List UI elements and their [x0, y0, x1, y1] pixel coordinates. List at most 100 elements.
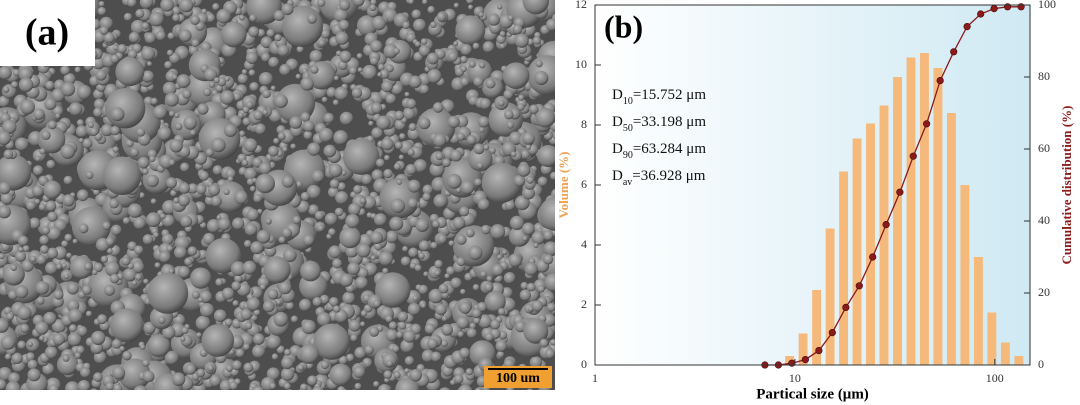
particle	[212, 3, 220, 11]
particle	[514, 195, 530, 211]
particle	[262, 109, 269, 116]
particle	[47, 211, 58, 222]
particle	[182, 89, 192, 99]
cumulative-point	[923, 120, 931, 128]
particle	[369, 56, 379, 66]
particle	[478, 314, 493, 329]
annotation-symbol: D	[612, 168, 623, 184]
particle	[324, 212, 338, 226]
particle	[403, 330, 416, 343]
particle	[348, 319, 361, 332]
cumulative-point	[1017, 3, 1025, 11]
particle	[460, 180, 475, 195]
particle	[531, 230, 546, 245]
particle	[317, 0, 326, 7]
particle	[91, 269, 98, 275]
particle	[334, 309, 348, 323]
particle	[225, 168, 236, 179]
particle	[72, 238, 78, 244]
particle	[95, 69, 107, 81]
particle	[109, 198, 119, 209]
particle	[104, 261, 120, 277]
particle	[459, 55, 468, 64]
particle	[380, 137, 394, 151]
particle	[459, 301, 472, 314]
particle	[62, 354, 70, 362]
particle	[149, 11, 164, 27]
particle	[339, 0, 351, 11]
particle	[134, 273, 142, 281]
particle	[407, 302, 421, 316]
particle	[45, 261, 58, 275]
particle	[52, 332, 65, 346]
particle	[498, 330, 508, 340]
particle	[55, 113, 61, 119]
particle	[2, 263, 25, 286]
particle	[11, 81, 19, 89]
particle	[74, 66, 81, 73]
particle	[248, 26, 260, 38]
particle	[444, 273, 450, 279]
particle	[383, 154, 390, 161]
particle	[150, 198, 157, 205]
particle	[33, 108, 45, 120]
particle	[216, 214, 222, 220]
particle	[504, 109, 514, 120]
particle	[432, 220, 440, 228]
particle	[469, 322, 476, 330]
particle	[447, 115, 460, 128]
particle	[273, 94, 288, 109]
particle	[149, 388, 155, 390]
particle	[144, 32, 156, 44]
y2-tick-label: 80	[1038, 69, 1050, 83]
y2-axis-title: Cumulative distribution (%)	[1059, 106, 1074, 265]
bar	[866, 123, 875, 365]
particle	[244, 223, 258, 236]
particle	[179, 29, 192, 42]
particle	[290, 143, 297, 150]
particle	[499, 43, 506, 49]
bar	[946, 113, 956, 365]
particle	[62, 194, 75, 207]
particle	[223, 188, 230, 196]
cumulative-point	[936, 76, 944, 85]
particle	[256, 28, 266, 38]
particle	[168, 110, 175, 117]
particle	[537, 145, 555, 168]
particle	[496, 34, 506, 44]
panel-label: (a)	[25, 12, 69, 54]
particle	[507, 390, 512, 395]
particle	[145, 391, 150, 396]
particle	[97, 314, 108, 325]
particle	[357, 267, 369, 279]
particle	[215, 181, 247, 213]
particle	[146, 61, 153, 67]
bar	[960, 185, 970, 365]
cumulative-point	[788, 359, 796, 367]
particle	[266, 391, 274, 399]
particle	[404, 368, 410, 374]
particle	[159, 154, 174, 169]
particle	[448, 240, 455, 247]
particle	[44, 97, 57, 111]
particle	[142, 359, 150, 367]
particle	[27, 359, 38, 370]
bar	[798, 333, 808, 365]
particle	[52, 105, 64, 117]
particle	[142, 168, 149, 175]
particle	[397, 311, 409, 322]
particle	[130, 147, 140, 157]
particle	[458, 384, 473, 390]
particle	[531, 300, 543, 312]
particle	[104, 87, 146, 129]
particle	[140, 344, 146, 350]
particle	[203, 87, 212, 97]
particle	[112, 146, 119, 153]
particle	[456, 132, 465, 141]
particle	[310, 65, 319, 74]
particle	[393, 163, 401, 171]
particle	[379, 69, 390, 79]
particle	[91, 330, 106, 346]
particle	[39, 235, 49, 245]
particle	[459, 347, 471, 359]
